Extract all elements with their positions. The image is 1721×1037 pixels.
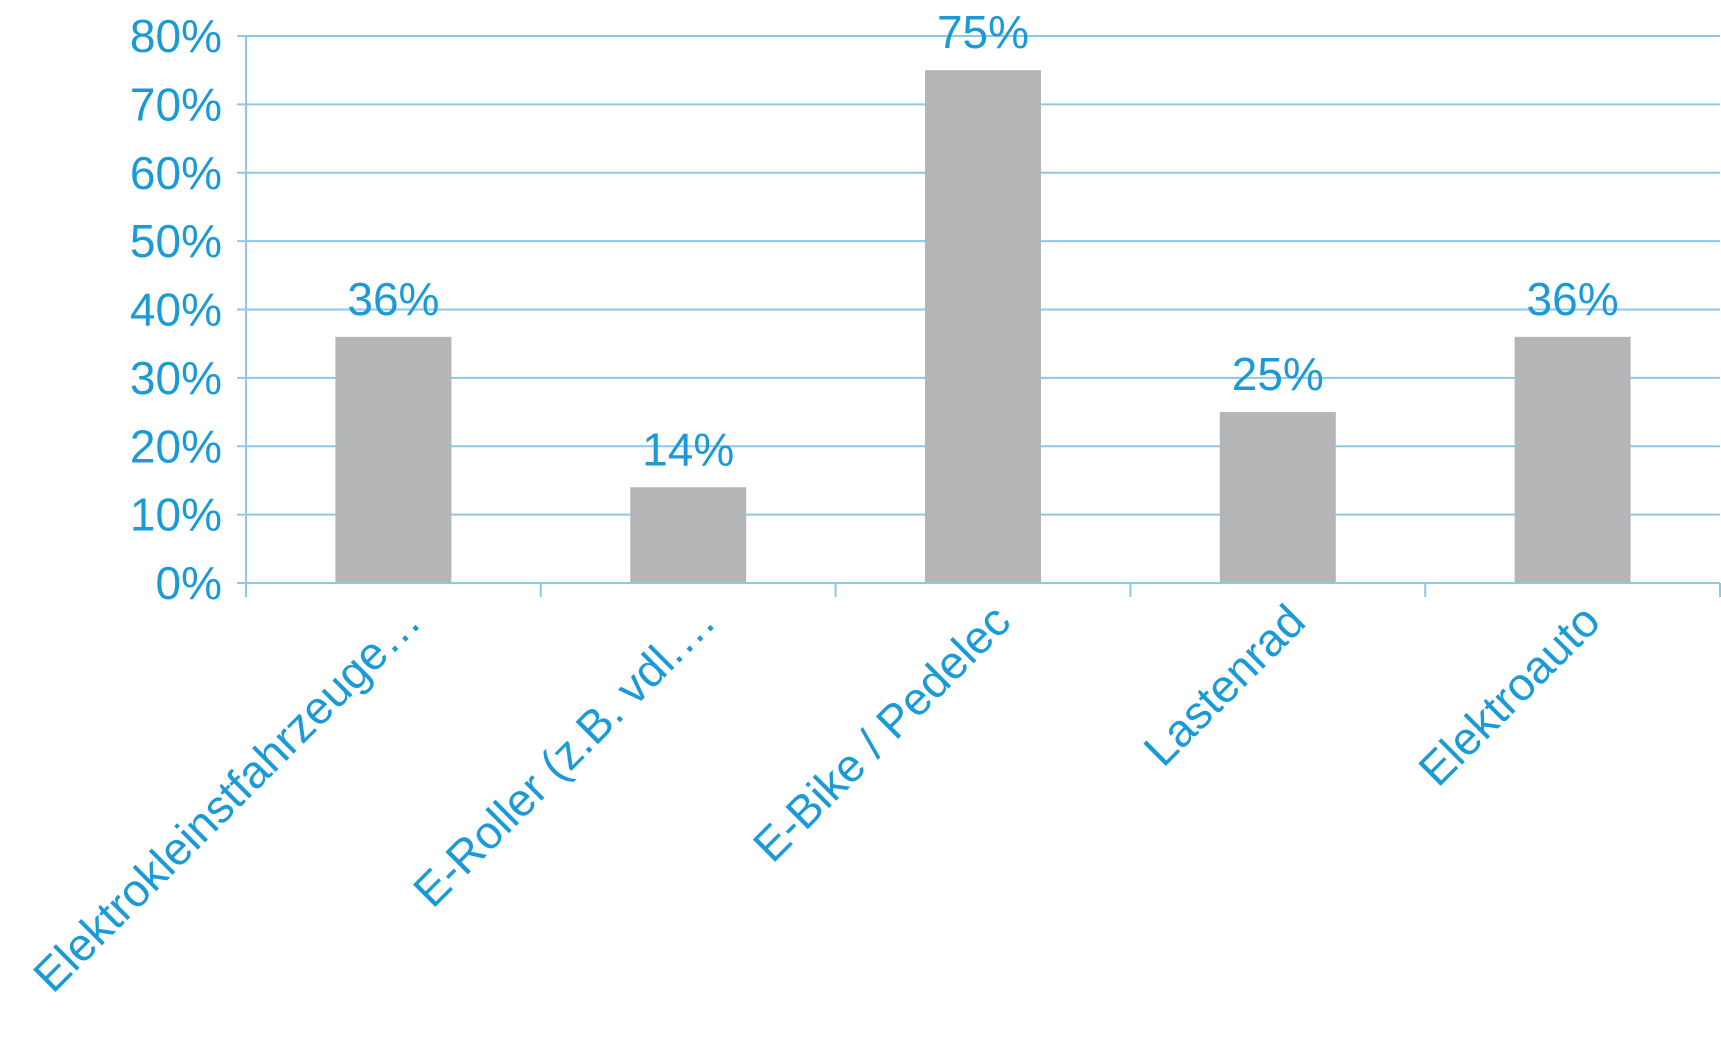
- category-label: E-Roller (z.B. vdl.…: [403, 594, 725, 916]
- y-tick-label: 0%: [156, 557, 222, 609]
- axes: [237, 35, 1721, 597]
- bar: [1219, 412, 1336, 583]
- category-label: E-Bike / Pedelec: [743, 594, 1020, 871]
- bars: [335, 70, 1631, 583]
- data-label: 36%: [1527, 273, 1619, 325]
- data-label: 25%: [1232, 348, 1324, 400]
- category-label: Lastenrad: [1133, 594, 1314, 775]
- bar: [925, 70, 1041, 583]
- y-tick-label: 20%: [130, 420, 222, 472]
- y-tick-label: 10%: [130, 489, 222, 541]
- y-tick-label: 80%: [130, 10, 222, 62]
- y-tick-label: 40%: [130, 284, 222, 336]
- y-tick-label: 60%: [130, 147, 222, 199]
- x-axis-category-labels: Elektrokleinstfahrzeuge…E-Roller (z.B. v…: [23, 594, 1610, 1001]
- y-tick-label: 50%: [130, 215, 222, 267]
- data-labels: 36% 14% 75% 25% 36%: [347, 6, 1618, 475]
- data-label: 36%: [347, 273, 439, 325]
- bar: [630, 487, 747, 583]
- data-label: 75%: [937, 6, 1029, 58]
- category-label: Elektroauto: [1408, 594, 1609, 795]
- bar: [1514, 336, 1631, 583]
- bar: [335, 336, 452, 583]
- y-tick-label: 30%: [130, 352, 222, 404]
- category-label: Elektrokleinstfahrzeuge…: [23, 594, 430, 1001]
- data-label: 14%: [642, 423, 734, 475]
- y-axis-tick-labels: 0% 10% 20% 30% 40% 50% 60% 70% 80%: [130, 10, 222, 609]
- y-tick-label: 70%: [130, 78, 222, 130]
